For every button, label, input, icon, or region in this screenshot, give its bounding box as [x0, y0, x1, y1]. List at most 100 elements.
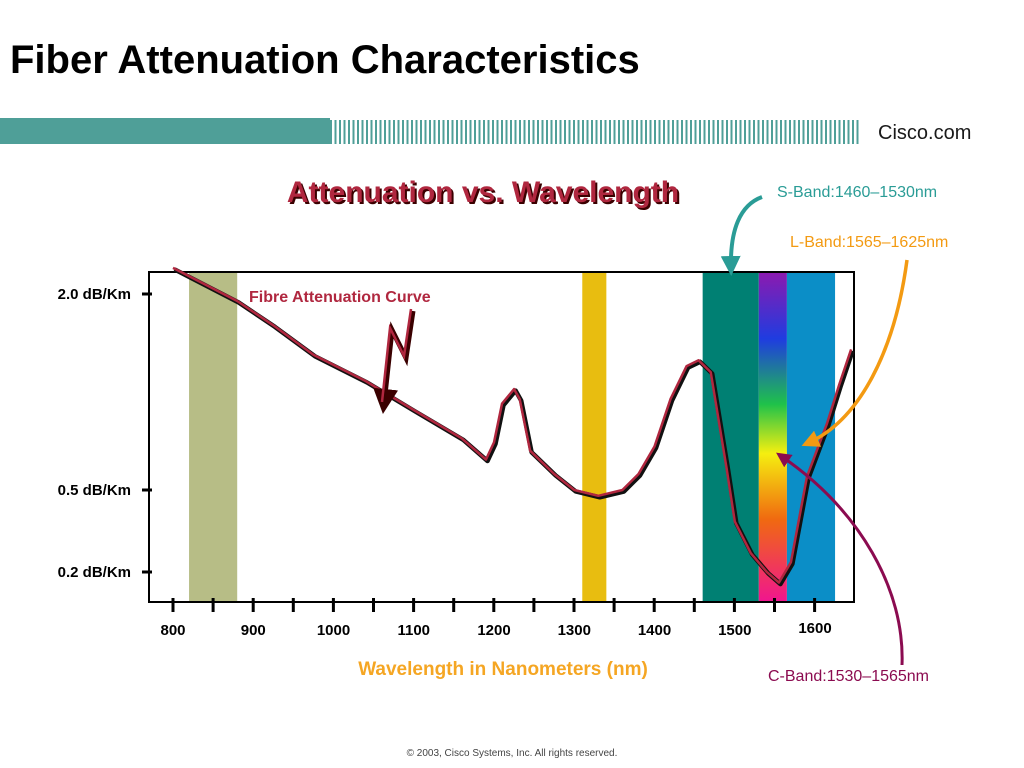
- banner-stripe: [730, 120, 733, 144]
- banner-stripe: [856, 120, 859, 144]
- banner-stripe: [375, 120, 377, 144]
- banner-stripe: [586, 120, 589, 144]
- chart-title: Attenuation vs. Wavelength: [287, 176, 679, 209]
- y-tick-label: 2.0 dB/Km: [58, 286, 131, 303]
- banner-stripe: [420, 120, 422, 144]
- x-tick-label: 1500: [718, 622, 751, 639]
- banner-stripe: [550, 120, 553, 144]
- banner-stripe: [568, 120, 571, 144]
- banner-stripe: [847, 120, 850, 144]
- s-band-label: S-Band:1460–1530nm: [777, 184, 937, 201]
- banner-stripe: [384, 120, 386, 144]
- banner-stripe: [348, 120, 350, 144]
- banner-stripe: [541, 120, 544, 144]
- banner-stripe: [379, 120, 382, 144]
- banner-stripe: [604, 120, 607, 144]
- banner-stripe: [465, 120, 467, 144]
- banner-stripe: [564, 120, 566, 144]
- banner-stripe: [762, 120, 764, 144]
- banner-stripe: [523, 120, 526, 144]
- banner-stripe: [784, 120, 787, 144]
- banner-stripe: [546, 120, 548, 144]
- banner-stripe: [798, 120, 800, 144]
- banner-stripe: [789, 120, 791, 144]
- banner-stripe: [483, 120, 485, 144]
- banner-stripe: [402, 120, 404, 144]
- y-tick-label: 0.5 dB/Km: [58, 482, 131, 499]
- banner-stripe: [685, 120, 688, 144]
- series-label-arrow: [380, 308, 413, 403]
- banner-stripe: [415, 120, 418, 144]
- banner-stripe: [469, 120, 472, 144]
- banner-stripe: [334, 120, 337, 144]
- banner-stripe: [829, 120, 832, 144]
- banner-stripe: [532, 120, 535, 144]
- l-band-arrow: [801, 259, 909, 447]
- banner-stripe: [501, 120, 503, 144]
- banner-stripe: [393, 120, 395, 144]
- banner-stripe: [429, 120, 431, 144]
- banner-stripe: [339, 120, 341, 144]
- banner-stripe: [487, 120, 490, 144]
- banner-stripe: [780, 120, 782, 144]
- wavelength-band: [189, 273, 238, 601]
- banner-stripe: [771, 120, 773, 144]
- banner-stripe: [708, 120, 710, 144]
- banner-stripe: [712, 120, 715, 144]
- banner-stripe: [726, 120, 728, 144]
- chart-title: Attenuation vs. Wavelength: [289, 178, 681, 211]
- banner-stripe: [582, 120, 584, 144]
- x-tick-label: 800: [160, 622, 185, 639]
- banner-stripe: [838, 120, 841, 144]
- c-band-arrow: [776, 452, 904, 666]
- banner-stripe: [631, 120, 634, 144]
- brand-logo: Cisco.com: [878, 122, 972, 144]
- banner-stripe: [438, 120, 440, 144]
- banner-stripe: [442, 120, 445, 144]
- banner-stripe: [559, 120, 562, 144]
- banner-stripe: [456, 120, 458, 144]
- banner-stripe: [645, 120, 647, 144]
- banner-stripe: [330, 120, 332, 144]
- banner-stripe: [667, 120, 670, 144]
- banner-stripe: [618, 120, 620, 144]
- banner-stripe: [636, 120, 638, 144]
- banner-stripe: [640, 120, 643, 144]
- banner-stripe: [816, 120, 818, 144]
- x-tick-label: 1400: [638, 622, 671, 639]
- banner-stripe: [424, 120, 427, 144]
- banner-stripe: [370, 120, 373, 144]
- wavelength-bands: [189, 273, 836, 601]
- wavelength-band: [582, 273, 607, 601]
- banner-stripe: [811, 120, 814, 144]
- banner-stripe: [397, 120, 400, 144]
- copyright-footer: © 2003, Cisco Systems, Inc. All rights r…: [406, 748, 618, 759]
- banner-stripe: [528, 120, 530, 144]
- x-tick-label: 900: [241, 622, 266, 639]
- banner-stripe: [627, 120, 629, 144]
- banner-stripe: [802, 120, 805, 144]
- slide-title: Fiber Attenuation Characteristics: [10, 38, 640, 82]
- banner-stripe: [357, 120, 359, 144]
- banner-stripe: [775, 120, 778, 144]
- y-axis: 2.0 dB/Km 0.5 dB/Km 0.2 dB/Km: [58, 286, 152, 581]
- banner-stripe: [609, 120, 611, 144]
- banner-stripe: [478, 120, 481, 144]
- banner-stripe: [672, 120, 674, 144]
- banner-stripe: [690, 120, 692, 144]
- banner-stripe: [388, 120, 391, 144]
- banner-stripe: [834, 120, 836, 144]
- banner-stripe: [577, 120, 580, 144]
- banner-stripe: [735, 120, 737, 144]
- banner-stripe: [352, 120, 355, 144]
- banner-stripe: [519, 120, 521, 144]
- banner-stripe: [649, 120, 652, 144]
- banner-stripe: [460, 120, 463, 144]
- banner-stripe: [537, 120, 539, 144]
- banner-stripe: [595, 120, 598, 144]
- curve-line: [172, 266, 853, 584]
- banner-stripe: [717, 120, 719, 144]
- banner-stripe: [451, 120, 454, 144]
- banner-stripe: [613, 120, 616, 144]
- banner-stripe: [766, 120, 769, 144]
